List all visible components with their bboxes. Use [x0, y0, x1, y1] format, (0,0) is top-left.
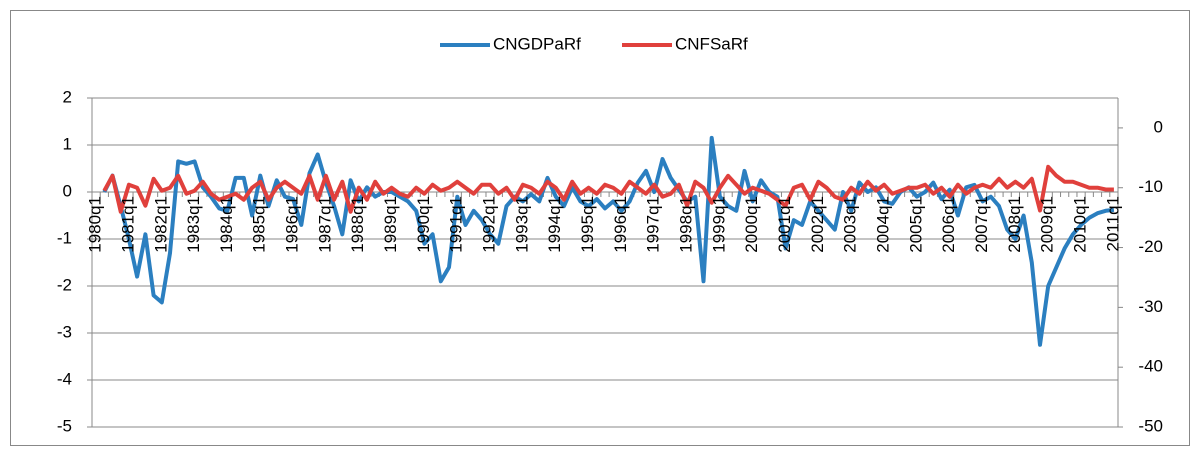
- x-tick-label: 1991q1: [447, 196, 466, 253]
- y2-tick-label: 0: [1154, 117, 1163, 136]
- x-tick-label: 2005q1: [906, 196, 925, 253]
- x-tick-label: 1995q1: [578, 196, 597, 253]
- y-tick-label: 2: [63, 87, 72, 106]
- x-tick-label: 1980q1: [86, 196, 105, 253]
- chart-border: [10, 10, 1190, 446]
- x-tick-label: 2004q1: [874, 196, 893, 253]
- y-tick-label: -3: [57, 322, 72, 341]
- y2-tick-label: -10: [1138, 177, 1163, 196]
- x-tick-label: 2009q1: [1038, 196, 1057, 253]
- x-tick-label: 1994q1: [545, 196, 564, 253]
- x-tick-label: 1998q1: [677, 196, 696, 253]
- x-tick-label: 2007q1: [972, 196, 991, 253]
- x-tick-label: 1996q1: [611, 196, 630, 253]
- y-tick-label: -1: [57, 228, 72, 247]
- series-line: [102, 164, 1114, 214]
- x-tick-label: 1982q1: [151, 196, 170, 253]
- y2-tick-label: -20: [1138, 237, 1163, 256]
- y-tick-label: -4: [57, 369, 72, 388]
- x-tick-label: 2008q1: [1005, 196, 1024, 253]
- x-tick-label: 2000q1: [742, 196, 761, 253]
- legend: CNGDPaRf CNFSaRf: [440, 34, 748, 53]
- x-tick-label: 2002q1: [808, 196, 827, 253]
- y-tick-label: 0: [63, 181, 72, 200]
- legend-label: CNGDPaRf: [493, 34, 581, 53]
- x-tick-label: 1984q1: [217, 196, 236, 253]
- x-tick-label: 1992q1: [480, 196, 499, 253]
- x-tick-label: 2011q1: [1103, 196, 1122, 251]
- x-tick-label: 1993q1: [512, 196, 531, 253]
- y2-tick-label: -50: [1138, 416, 1163, 435]
- x-tick-label: 2006q1: [939, 196, 958, 253]
- x-tick-label: 1983q1: [184, 196, 203, 253]
- x-tick-label: 2010q1: [1071, 196, 1090, 253]
- y2-tick-label: -40: [1138, 357, 1163, 376]
- x-tick-label: 1986q1: [283, 196, 302, 253]
- y-tick-label: -2: [57, 275, 72, 294]
- x-tick-label: 1989q1: [381, 196, 400, 253]
- x-tick-label: 1985q1: [250, 196, 269, 253]
- x-tick-label: 1987q1: [315, 196, 334, 253]
- x-tick-label: 1990q1: [414, 196, 433, 253]
- lines: [102, 135, 1115, 347]
- x-tick-label: 1988q1: [348, 196, 367, 253]
- y2-tick-label: -30: [1138, 297, 1163, 316]
- x-tick-label: 2001q1: [775, 196, 794, 253]
- legend-label: CNFSaRf: [675, 34, 748, 53]
- y-tick-label: -5: [57, 416, 72, 435]
- y-tick-label: 1: [63, 134, 72, 153]
- x-tick-label: 2003q1: [841, 196, 860, 253]
- x-tick-label: 1981q1: [118, 196, 137, 253]
- x-tick-label: 1999q1: [709, 196, 728, 253]
- x-tick-label: 1997q1: [644, 196, 663, 253]
